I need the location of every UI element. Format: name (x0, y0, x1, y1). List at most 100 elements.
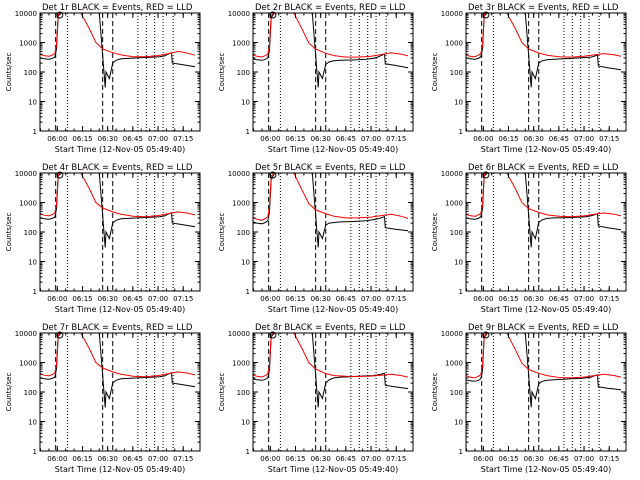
y-tick-label: 1 (246, 448, 250, 456)
x-tick-label: 06:30 (524, 295, 544, 303)
events-series-line (40, 333, 196, 408)
events-series-line (466, 13, 622, 88)
x-tick-label: 07:15 (599, 455, 619, 463)
x-tick-label: 06:15 (72, 295, 92, 303)
y-tick-label: 1000 (19, 40, 37, 48)
y-tick-label: 10 (241, 419, 250, 427)
y-tick-label: 1 (459, 128, 463, 136)
y-tick-label: 10000 (441, 170, 463, 178)
x-axis-label: Start Time (12-Nov-05 05:49:40) (481, 305, 611, 314)
y-tick-label: 10 (454, 99, 463, 107)
x-tick-label: 06:15 (72, 455, 92, 463)
y-tick-label: 10 (28, 419, 37, 427)
x-tick-label: 07:00 (361, 455, 381, 463)
chart-panel-4: Det 4r BLACK = Events, RED = LLD Counts/s… (5, 163, 201, 314)
y-tick-label: 1 (33, 128, 37, 136)
x-tick-label: 06:45 (336, 295, 356, 303)
y-tick-label: 1 (33, 288, 37, 296)
x-tick-label: 06:45 (123, 135, 143, 143)
x-tick-label: 06:30 (98, 135, 118, 143)
y-tick-label: 100 (237, 69, 250, 77)
x-tick-label: 06:15 (72, 135, 92, 143)
x-tick-label: 06:00 (260, 455, 280, 463)
y-tick-label: 10000 (228, 330, 250, 338)
x-tick-label: 06:15 (285, 295, 305, 303)
events-series-line (466, 333, 622, 408)
y-tick-label: 100 (450, 229, 463, 237)
chart-panel-7: Det 7r BLACK = Events, RED = LLD Counts/s… (5, 323, 201, 474)
plot-frame (465, 172, 627, 292)
x-tick-label: 06:00 (47, 295, 67, 303)
chart-panel-9: Det 9r BLACK = Events, RED = LLD Counts/s… (431, 323, 627, 474)
x-tick-label: 06:00 (47, 135, 67, 143)
x-tick-label: 06:45 (123, 455, 143, 463)
chart-title: Det 3r BLACK = Events, RED = LLD (468, 3, 619, 13)
x-tick-label: 06:30 (98, 455, 118, 463)
chart-title: Det 8r BLACK = Events, RED = LLD (255, 323, 406, 333)
y-tick-label: 1 (246, 128, 250, 136)
y-tick-label: 10000 (441, 10, 463, 18)
y-tick-label: 100 (450, 69, 463, 77)
event-lines (481, 173, 600, 291)
x-axis-label: Start Time (12-Nov-05 05:49:40) (268, 305, 398, 314)
x-tick-label: 06:15 (285, 135, 305, 143)
x-axis-label: Start Time (12-Nov-05 05:49:40) (55, 305, 185, 314)
x-tick-label: 07:15 (386, 135, 406, 143)
y-axis-label: Counts/sec (431, 53, 439, 92)
x-tick-label: 07:15 (173, 455, 193, 463)
event-lines (55, 173, 174, 291)
x-tick-label: 07:00 (574, 295, 594, 303)
y-tick-label: 1 (246, 288, 250, 296)
lld-series-line (466, 173, 622, 218)
x-tick-label: 06:00 (260, 135, 280, 143)
y-tick-label: 10 (241, 99, 250, 107)
y-tick-label: 10000 (228, 10, 250, 18)
x-tick-label: 07:00 (148, 295, 168, 303)
x-tick-label: 06:45 (123, 295, 143, 303)
event-lines (55, 13, 174, 131)
lld-series-line (253, 333, 409, 378)
lld-series-line (40, 173, 196, 218)
y-tick-label: 10 (241, 259, 250, 267)
chart-title: Det 2r BLACK = Events, RED = LLD (255, 3, 406, 13)
x-axis-label: Start Time (12-Nov-05 05:49:40) (268, 465, 398, 474)
events-series-line (466, 173, 622, 248)
y-tick-label: 100 (237, 389, 250, 397)
x-tick-label: 07:15 (386, 295, 406, 303)
y-tick-label: 1 (459, 288, 463, 296)
x-tick-label: 06:00 (473, 455, 493, 463)
y-tick-label: 10 (454, 259, 463, 267)
x-axis-label: Start Time (12-Nov-05 05:49:40) (268, 145, 398, 154)
x-axis-label: Start Time (12-Nov-05 05:49:40) (55, 465, 185, 474)
x-tick-label: 06:45 (336, 135, 356, 143)
y-tick-label: 1000 (19, 360, 37, 368)
x-tick-label: 06:45 (549, 135, 569, 143)
x-axis-label: Start Time (12-Nov-05 05:49:40) (481, 145, 611, 154)
x-tick-label: 06:15 (498, 455, 518, 463)
chart-title: Det 6r BLACK = Events, RED = LLD (468, 163, 619, 173)
y-axis-label: Counts/sec (218, 53, 226, 92)
events-series-line (253, 333, 409, 408)
x-tick-label: 06:00 (47, 455, 67, 463)
lld-series-line (253, 13, 409, 58)
y-tick-label: 1000 (232, 40, 250, 48)
lld-series-line (466, 13, 622, 58)
events-series-line (40, 13, 196, 88)
x-tick-label: 07:00 (148, 455, 168, 463)
y-axis-label: Counts/sec (218, 213, 226, 252)
x-tick-label: 06:15 (498, 295, 518, 303)
x-tick-label: 06:30 (311, 295, 331, 303)
chart-title: Det 5r BLACK = Events, RED = LLD (255, 163, 406, 173)
y-tick-label: 10 (28, 259, 37, 267)
y-tick-label: 100 (24, 69, 37, 77)
lld-series-line (466, 333, 622, 379)
chart-panel-8: Det 8r BLACK = Events, RED = LLD Counts/s… (218, 323, 414, 474)
y-tick-label: 10 (28, 99, 37, 107)
event-lines (55, 333, 174, 451)
plot-frame (465, 12, 627, 132)
x-tick-label: 06:00 (473, 295, 493, 303)
y-tick-label: 100 (450, 389, 463, 397)
x-tick-label: 06:30 (524, 455, 544, 463)
plot-frame (39, 12, 201, 132)
x-tick-label: 06:30 (311, 135, 331, 143)
